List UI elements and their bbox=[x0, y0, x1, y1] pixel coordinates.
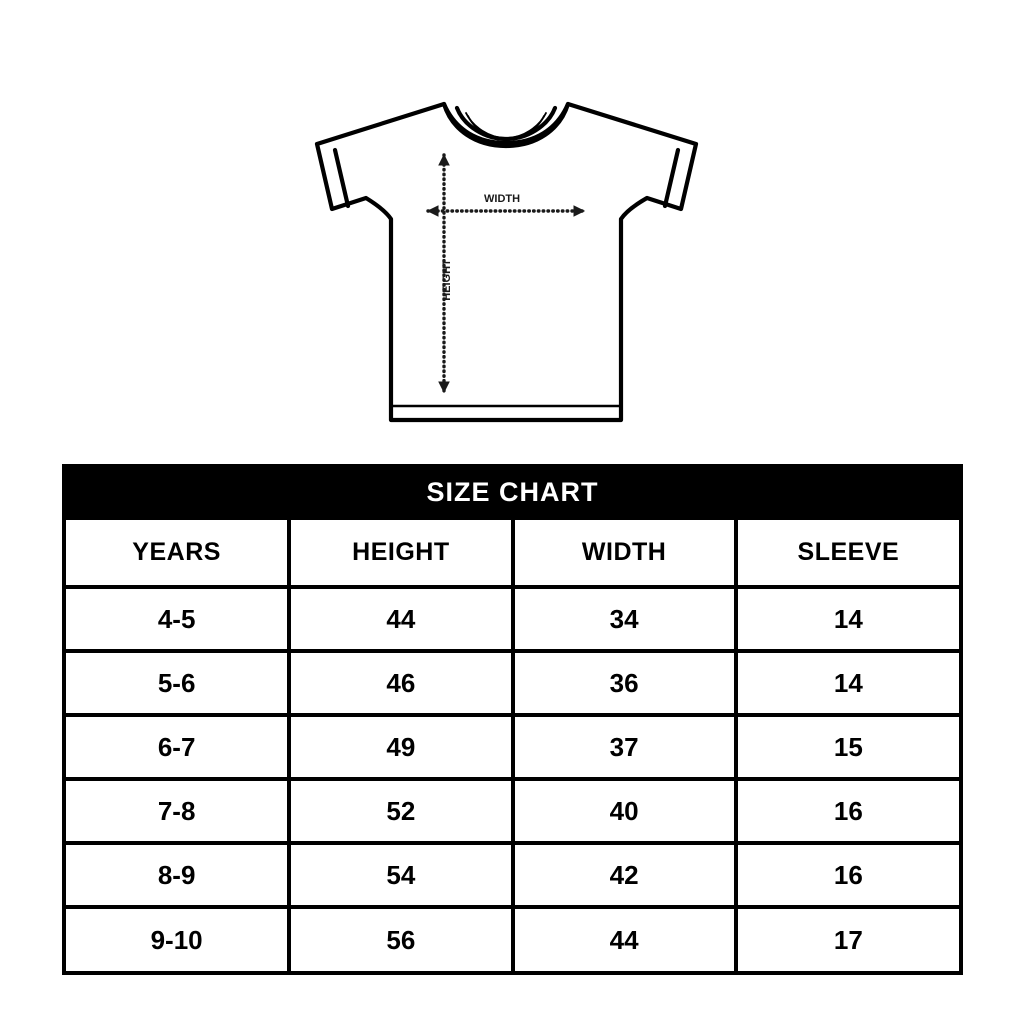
svg-text:HEIGHT: HEIGHT bbox=[441, 259, 453, 301]
svg-text:WIDTH: WIDTH bbox=[484, 193, 520, 205]
